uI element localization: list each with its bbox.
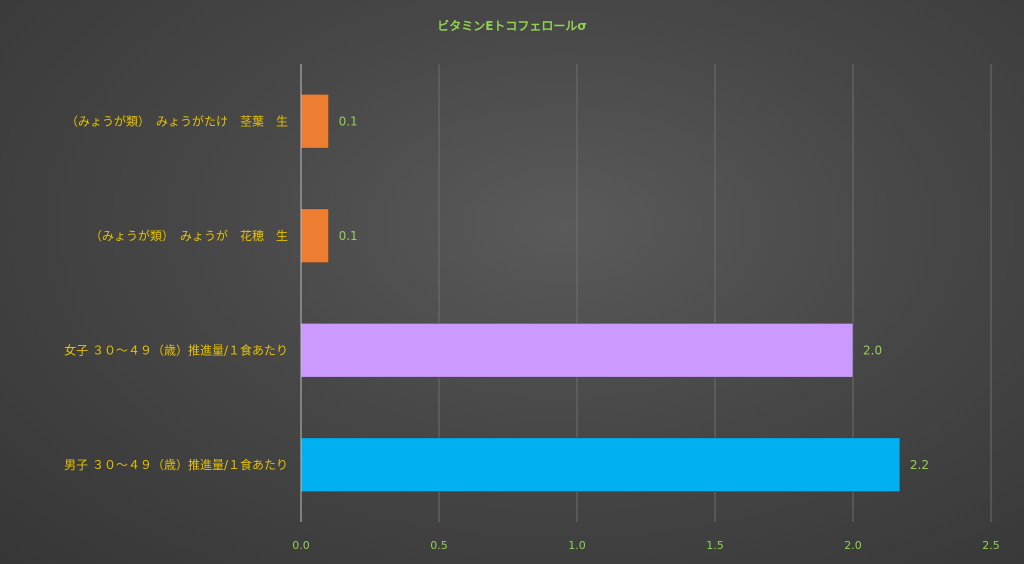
data-label: 0.1 <box>339 114 358 128</box>
category-label: （みょうが類） みょうがたけ 茎葉 生 <box>66 113 288 128</box>
bars <box>300 94 901 492</box>
x-tick-label: 1.5 <box>706 539 724 552</box>
x-tick-label: 0.5 <box>430 539 448 552</box>
x-tick-label: 0.0 <box>292 539 310 552</box>
bar <box>300 94 329 149</box>
category-label: 女子 ３０～４９（歳）推進量/１食あたり <box>64 342 288 357</box>
bar <box>300 208 329 263</box>
x-tick-label: 2.5 <box>982 539 1000 552</box>
data-label: 0.1 <box>339 229 358 243</box>
category-label: （みょうが類） みょうが 花穂 生 <box>90 228 288 243</box>
data-label: 2.0 <box>863 343 882 357</box>
x-tick-label: 1.0 <box>568 539 586 552</box>
bar <box>300 437 901 492</box>
chart-title: ビタミンEトコフェロールσ <box>437 18 587 33</box>
x-tick-label: 2.0 <box>844 539 862 552</box>
category-label: 男子 ３０～４９（歳）推進量/１食あたり <box>64 457 288 472</box>
labels: 0.0 0.5 1.0 1.5 2.0 2.5 （みょうが類） みょうがたけ 茎葉 生 0.1… <box>64 113 1000 552</box>
bar <box>300 323 854 378</box>
data-label: 2.2 <box>910 458 929 472</box>
